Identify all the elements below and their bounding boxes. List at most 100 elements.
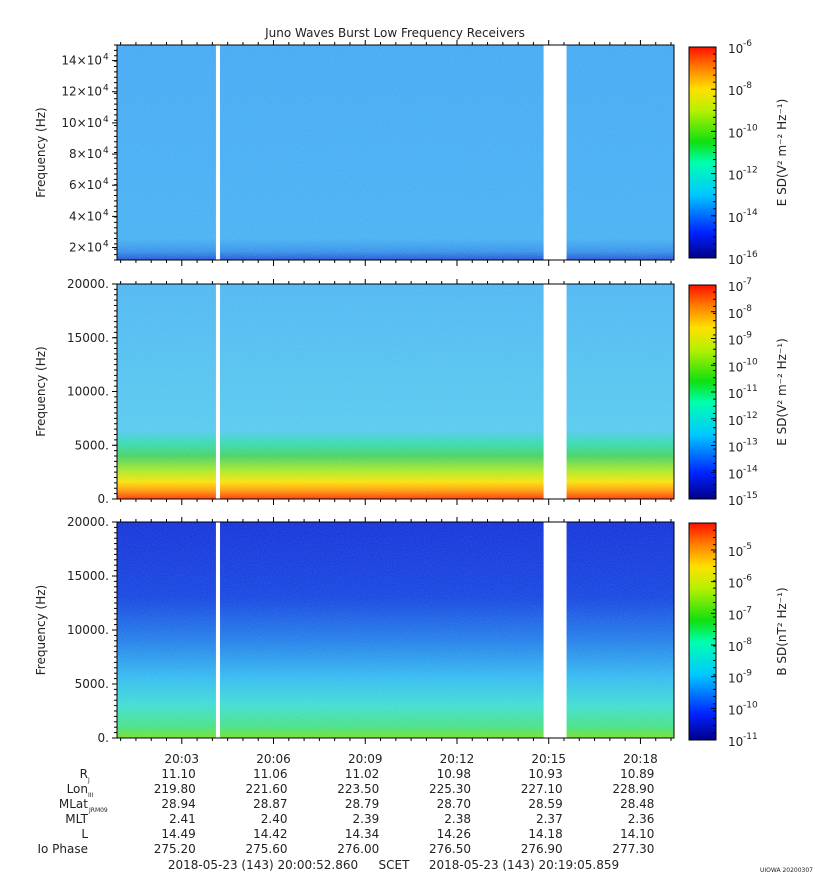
colorbar-tick-label: 10 bbox=[728, 703, 743, 717]
colorbar-tick-label: 10 bbox=[728, 494, 743, 508]
data-gap bbox=[543, 44, 567, 261]
ephemeris-value: 28.94 bbox=[161, 797, 195, 811]
ephemeris-value: 219.80 bbox=[154, 782, 196, 796]
x-tick-label: 20:03 bbox=[164, 752, 199, 766]
colorbar-tick-exponent: -5 bbox=[743, 542, 752, 552]
colorbar-tick-exponent: -8 bbox=[743, 304, 752, 314]
ephemeris-value: 28.59 bbox=[528, 797, 562, 811]
data-gap bbox=[215, 283, 221, 500]
ephemeris-value: 14.49 bbox=[161, 827, 195, 841]
colorbar-tick-exponent: -7 bbox=[743, 605, 752, 615]
ephemeris-value: 14.42 bbox=[253, 827, 287, 841]
y-tick-exponent: 4 bbox=[103, 84, 109, 94]
colorbar-gradient bbox=[688, 46, 717, 259]
colorbar-gradient bbox=[688, 522, 717, 741]
x-tick-label: 20:09 bbox=[348, 752, 383, 766]
ephemeris-value: 10.93 bbox=[528, 767, 562, 781]
ephemeris-table: R J 11.10 11.06 11.02 10.98 10.93 10.89 Lon III 21… bbox=[37, 767, 654, 856]
y-tick-label: 15000. bbox=[67, 331, 109, 345]
y-tick-exponent: 4 bbox=[103, 240, 109, 250]
colorbar-tick-label: 10 bbox=[728, 467, 743, 481]
data-gap bbox=[543, 283, 567, 500]
colorbar-tick-exponent: -10 bbox=[743, 123, 758, 133]
spectrogram-panel-3: 20000. 15000. 10000. 5000. 0. Frequency (Hz) 1… bbox=[34, 515, 789, 749]
colorbar-tick-label: 10 bbox=[728, 608, 743, 622]
colorbar-tick-exponent: -11 bbox=[743, 384, 758, 394]
colorbar-tick-label: 10 bbox=[728, 334, 743, 348]
y-tick-label: 5000. bbox=[75, 438, 109, 452]
colorbar-tick-label: 10 bbox=[728, 387, 743, 401]
ephemeris-value: 225.30 bbox=[429, 782, 471, 796]
y-tick-exponent: 4 bbox=[103, 146, 109, 156]
y-tick-label: 12×10 bbox=[61, 85, 102, 99]
y-tick-label: 10×10 bbox=[61, 116, 102, 130]
x-tick-label: 20:15 bbox=[531, 752, 566, 766]
ephemeris-value: 228.90 bbox=[612, 782, 654, 796]
data-gap bbox=[215, 44, 221, 261]
ephemeris-label-sub: III bbox=[88, 792, 94, 799]
scet-label: SCET bbox=[379, 858, 411, 872]
ephemeris-label: L bbox=[81, 827, 88, 841]
colorbar-tick-label: 10 bbox=[728, 672, 743, 686]
colorbar-label: E SD(V² m⁻² Hz⁻¹) bbox=[775, 338, 789, 446]
x-tick-label: 20:12 bbox=[440, 752, 475, 766]
colorbar-tick-exponent: -11 bbox=[743, 732, 758, 742]
y-tick-exponent: 4 bbox=[103, 115, 109, 125]
ephemeris-value: 2.37 bbox=[536, 812, 563, 826]
colorbar-tick-label: 10 bbox=[728, 441, 743, 455]
spectrogram-texture bbox=[117, 284, 674, 499]
ephemeris-value: 221.60 bbox=[246, 782, 288, 796]
colorbar-tick-exponent: -9 bbox=[743, 669, 752, 679]
ephemeris-label: Io Phase bbox=[37, 842, 88, 856]
colorbar-tick-label: 10 bbox=[728, 414, 743, 428]
colorbar-tick-exponent: -14 bbox=[743, 464, 758, 474]
colorbar-label: E SD(V² m⁻² Hz⁻¹) bbox=[775, 99, 789, 207]
colorbar-tick-label: 10 bbox=[728, 84, 743, 98]
colorbar-tick-label: 10 bbox=[728, 360, 743, 374]
ephemeris-value: 11.10 bbox=[161, 767, 195, 781]
colorbar-tick-label: 10 bbox=[728, 126, 743, 140]
spectrogram-panel-2: 20000. 15000. 10000. 5000. 0. Frequency (Hz) 1… bbox=[34, 277, 789, 508]
ephemeris-value: 276.00 bbox=[337, 842, 379, 856]
spectrogram-texture bbox=[117, 522, 674, 738]
y-tick-label: 15000. bbox=[67, 569, 109, 583]
y-tick-label: 14×10 bbox=[61, 54, 102, 68]
ephemeris-value: 2.39 bbox=[353, 812, 380, 826]
y-tick-label: 8×10 bbox=[69, 147, 102, 161]
ephemeris-value: 14.26 bbox=[437, 827, 471, 841]
colorbar-tick-label: 10 bbox=[728, 735, 743, 749]
ephemeris-value: 275.20 bbox=[154, 842, 196, 856]
ephemeris-value: 14.34 bbox=[345, 827, 379, 841]
data-gap bbox=[543, 521, 567, 739]
ephemeris-value: 14.18 bbox=[528, 827, 562, 841]
colorbar-tick-label: 10 bbox=[728, 280, 743, 294]
ephemeris-value: 2.40 bbox=[261, 812, 288, 826]
colorbar-tick-exponent: -8 bbox=[743, 81, 752, 91]
ephemeris-value: 10.89 bbox=[620, 767, 654, 781]
x-tick-label: 20:18 bbox=[623, 752, 658, 766]
y-tick-label: 10000. bbox=[67, 623, 109, 637]
ephemeris-label-sub: J bbox=[87, 777, 90, 784]
colorbar-tick-exponent: -9 bbox=[743, 331, 752, 341]
y-tick-label: 5000. bbox=[75, 677, 109, 691]
y-axis-label: Frequency (Hz) bbox=[34, 107, 48, 198]
ephemeris-value: 14.10 bbox=[620, 827, 654, 841]
colorbar-tick-exponent: -16 bbox=[743, 250, 758, 260]
y-axis-label: Frequency (Hz) bbox=[34, 346, 48, 437]
colorbar-tick-label: 10 bbox=[728, 253, 743, 267]
ephemeris-value: 2.36 bbox=[628, 812, 655, 826]
colorbar-tick-exponent: -14 bbox=[743, 208, 758, 218]
x-axis: 20:03 20:06 20:09 20:12 20:15 20:18 bbox=[164, 752, 657, 766]
y-tick-exponent: 4 bbox=[103, 208, 109, 218]
colorbar-tick-label: 10 bbox=[728, 42, 743, 56]
colorbar-tick-exponent: -8 bbox=[743, 637, 752, 647]
panels: 14×10 412×10 410×10 48×10 46×10 44×10 42×10 4Fr… bbox=[34, 39, 789, 749]
ephemeris-label: MLT bbox=[65, 812, 88, 826]
ephemeris-value: 28.70 bbox=[437, 797, 471, 811]
y-tick-exponent: 4 bbox=[103, 177, 109, 187]
spectrogram-texture bbox=[117, 45, 674, 260]
ephemeris-label: MLat bbox=[59, 797, 88, 811]
ephemeris-value: 28.87 bbox=[253, 797, 287, 811]
